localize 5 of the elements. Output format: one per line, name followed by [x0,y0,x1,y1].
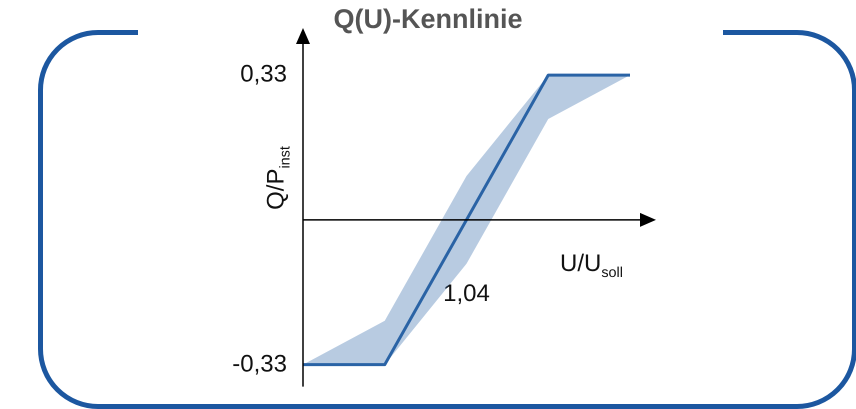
x-tick-label: 1,04 [443,280,490,307]
y-tick-label: -0,33 [232,350,287,378]
x-axis-title: U/U$_{soll}$ [560,250,623,281]
y-tick-label: 0,33 [240,60,287,88]
chart-title: Q(U)-Kennlinie [332,4,524,35]
